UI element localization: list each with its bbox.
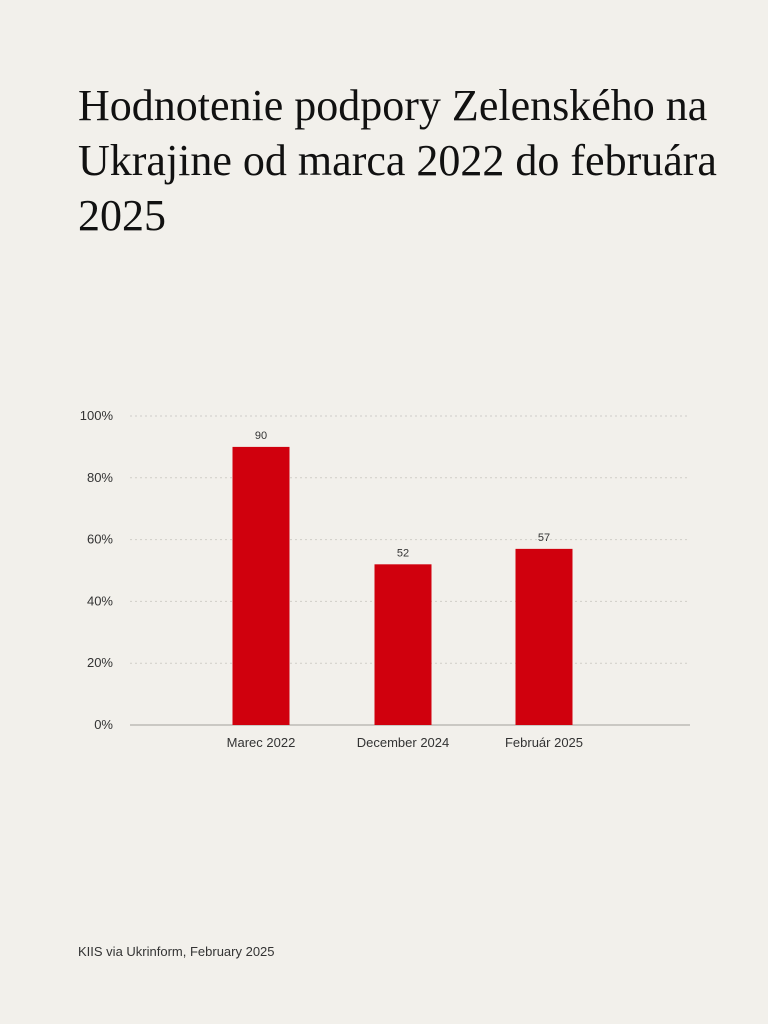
y-tick-label: 40% bbox=[87, 593, 113, 608]
x-tick-label: Marec 2022 bbox=[227, 735, 296, 750]
data-label: 90 bbox=[255, 430, 267, 442]
source-note: KIIS via Ukrinform, February 2025 bbox=[78, 944, 275, 959]
x-tick-label: Február 2025 bbox=[505, 735, 583, 750]
y-tick-label: 60% bbox=[87, 532, 113, 547]
bar bbox=[374, 564, 432, 725]
bar bbox=[232, 446, 290, 725]
bar bbox=[515, 548, 573, 725]
y-tick-label: 0% bbox=[94, 717, 113, 732]
x-tick-label: December 2024 bbox=[357, 735, 450, 750]
chart-title: Hodnotenie podpory Zelenského na Ukrajin… bbox=[78, 81, 717, 240]
data-label: 57 bbox=[538, 532, 550, 544]
y-tick-label: 20% bbox=[87, 655, 113, 670]
y-tick-label: 100% bbox=[80, 408, 114, 423]
data-label: 52 bbox=[397, 547, 409, 559]
y-tick-label: 80% bbox=[87, 470, 113, 485]
bar-chart: 0% 20% 40% 60% 80% 100% 90 Marec 2022 52 December… bbox=[80, 408, 690, 750]
